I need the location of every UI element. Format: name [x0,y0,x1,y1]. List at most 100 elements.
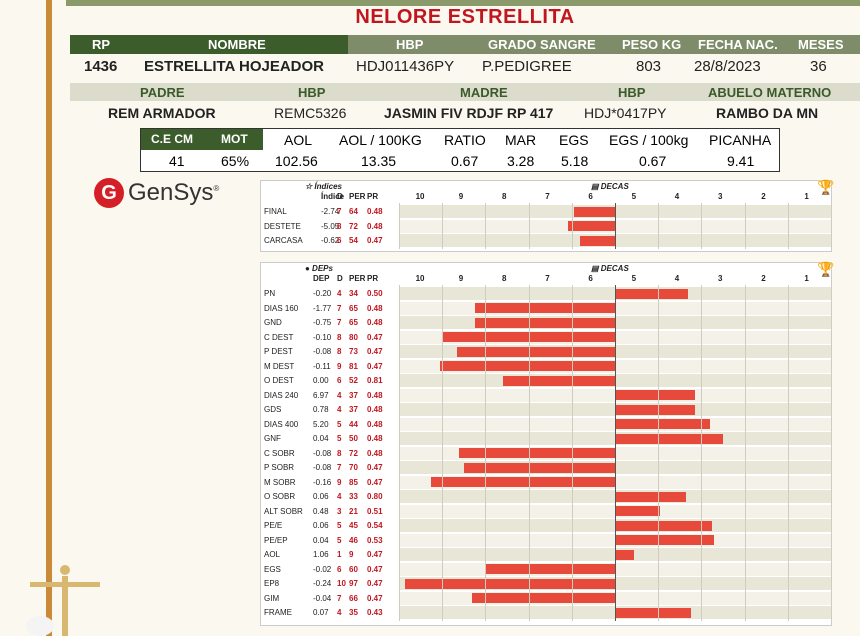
main-values-row: 1436 ESTRELLITA HOJEADOR HDJ011436PY P.P… [70,55,860,77]
deps-row-per: 70 [349,463,358,472]
indices-row-d: 6 [337,236,342,245]
deps-row-d: 10 [337,579,346,588]
indices-tick-2: 2 [761,192,766,201]
indices-row-d: 7 [337,207,342,216]
deps-tick-4: 4 [674,274,680,283]
deps-row-name: DIAS 400 [264,419,299,429]
indices-tick-6: 6 [588,192,593,201]
madre-value: JASMIN FIV RDJF RP 417 [384,105,554,121]
deps-row-name: FRAME [264,608,292,617]
deps-row-name: P DEST [264,347,293,356]
main-header: RP NOMBRE HBP GRADO SANGRE PESO KG FECHA… [70,35,860,54]
deps-row-per: 37 [349,405,358,414]
hdr-fecha: FECHA NAC. [698,37,778,52]
deps-gridline [485,285,487,621]
deps-row-name: DIAS 160 [264,303,299,313]
deps-bar-pe-e [615,520,713,531]
deps-row-value: 0.07 [313,608,329,617]
indices-gridline [658,203,660,249]
deps-row-pr: 0.50 [367,289,383,298]
indices-row-value: -0.62 [321,236,340,245]
deps-row-name: DIAS 240 [264,390,299,400]
deps-tick-10: 10 [415,274,425,283]
deps-bar-m-dest [440,361,615,371]
indices-caption: ☆ Índices [305,182,342,191]
deps-row-pr: 0.47 [367,361,383,371]
deps-row-name: GND [264,318,282,327]
deps-bar-ep8 [405,578,615,589]
deps-tick-7: 7 [545,274,550,283]
deps-row-pr: 0.48 [367,419,383,429]
indices-zero-line [615,203,616,249]
parent-values-row: REM ARMADOR REMC5326 JASMIN FIV RDJF RP … [70,102,860,124]
deps-row-pr: 0.47 [367,550,383,559]
deps-row-value: 0.06 [313,492,329,501]
deps-row-d: 8 [337,347,342,356]
deps-row-value: -0.08 [313,463,332,472]
hbp-value: HDJ011436PY [356,57,455,75]
deps-row-name: ALT SOBR [264,506,303,516]
deps-row-pr: 0.48 [367,318,383,327]
deps-row-pr: 0.80 [367,492,383,501]
deps-row-per: 52 [349,376,358,385]
stat-egs100: 0.67 [639,153,667,169]
deps-row-per: 85 [349,477,358,487]
indices-gridline [399,203,400,249]
indices-row-name: CARCASA [264,236,303,245]
indices-row-pr: 0.48 [367,221,383,231]
indices-tick-3: 3 [718,192,723,201]
indices-bar-carcasa [580,235,615,246]
deps-bar-frame [615,607,691,618]
deps-row-pr: 0.43 [367,608,383,617]
stat-ratio: 0.67 [451,153,479,169]
stat-hdr-mar: MAR [505,132,537,148]
hdr-rp: RP [92,37,111,52]
deps-row-per: 50 [349,434,358,443]
deps-row-pr: 0.48 [367,448,383,458]
deps-row-value: -0.08 [313,347,332,356]
deps-row-value: -0.08 [313,448,332,458]
deps-row-name: O SOBR [264,492,296,501]
deps-row-d: 4 [337,390,342,400]
indices-row-per: 54 [349,236,358,245]
stats-box: C.E CM MOT AOL AOL / 100KG RATIO MAR EGS… [140,128,780,172]
deps-row-per: 73 [349,347,358,356]
indices-row-name: DESTETE [264,221,301,231]
deps-tick-2: 2 [761,274,766,283]
deps-gridline [528,285,530,621]
indices-gridline [571,203,573,249]
deps-row-per: 35 [349,608,358,617]
deps-row-pr: 0.47 [367,463,383,472]
deps-row-name: C DEST [264,332,294,342]
deps-row-pr: 0.53 [367,535,383,545]
deps-bar-aol [615,549,635,560]
deps-row-per: 21 [349,506,358,516]
deps-row-d: 5 [337,434,342,443]
deps-row-name: GDS [264,405,282,414]
deps-row-value: -0.24 [313,579,332,588]
deps-row-d: 5 [337,521,342,530]
deps-row-d: 7 [337,463,342,472]
deps-gridline [658,285,660,621]
hdr-meses: MESES [798,37,844,52]
deps-row-pr: 0.47 [367,579,383,588]
deps-row-value: 6.97 [313,390,329,400]
stat-mar: 3.28 [507,153,535,169]
padre-value: REM ARMADOR [108,105,216,121]
deps-row-per: 97 [349,579,358,588]
deps-row-per: 72 [349,448,358,458]
deps-tick-3: 3 [718,274,723,283]
deps-row-per: 33 [349,492,358,501]
stat-hdr-ratio: RATIO [444,132,486,148]
deps-row-value: -0.75 [313,318,332,327]
logo-reg: ® [213,184,220,193]
hdr-grado: GRADO SANGRE [488,37,596,52]
gensys-logo: G GenSys® [94,178,219,208]
deps-row-d: 4 [337,492,342,501]
hdr-padre: PADRE [140,85,185,100]
deps-bar-p-dest [457,346,615,357]
indices-row-per: 72 [349,221,358,231]
indices-col-1: D [337,192,343,201]
deps-row-pr: 0.48 [367,434,383,443]
deps-row-per: 65 [349,318,358,327]
